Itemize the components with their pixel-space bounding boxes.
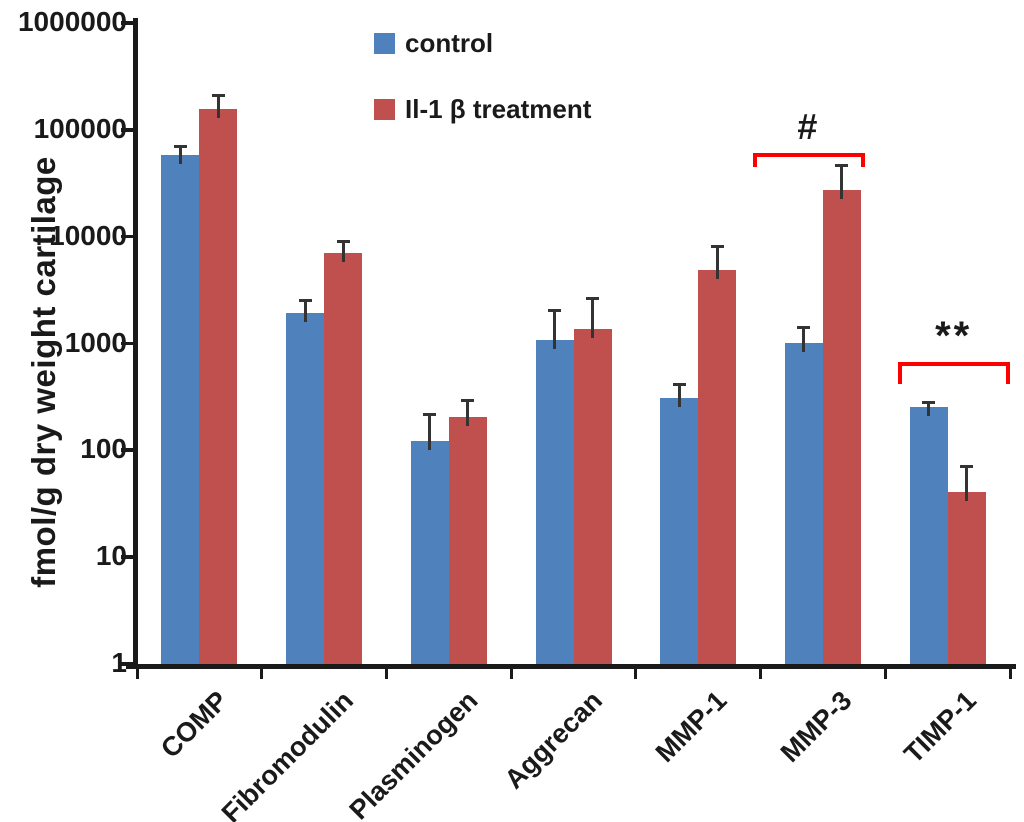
error-bar-line xyxy=(927,401,931,416)
x-tick-mark xyxy=(384,666,388,679)
error-bar-cap xyxy=(586,297,599,301)
y-tick-label: 10000 xyxy=(49,219,127,251)
error-bar-line xyxy=(341,240,345,262)
x-category-label: COMP xyxy=(155,685,234,764)
error-bar-line xyxy=(466,400,470,427)
error-bar-line xyxy=(303,300,307,322)
bar-control xyxy=(286,312,325,664)
y-tick-label: 1000000 xyxy=(17,6,127,38)
error-bar-cap xyxy=(548,309,561,313)
bar-control xyxy=(660,398,699,664)
x-category-label: Aggrecan xyxy=(498,685,609,795)
error-bar-cap xyxy=(922,400,936,404)
y-tick-label: 100 xyxy=(80,433,127,465)
y-tick-mark xyxy=(121,448,136,452)
x-category-label: TIMP-1 xyxy=(898,685,983,770)
legend-swatch-treatment-icon xyxy=(374,98,395,120)
bar-treatment xyxy=(822,189,861,664)
error-bar-line xyxy=(715,246,719,279)
error-bar-line xyxy=(178,145,182,165)
bar-control xyxy=(909,406,948,664)
error-bar-cap xyxy=(336,239,350,243)
significance-label: ** xyxy=(935,313,973,358)
error-bar-cap xyxy=(173,144,187,148)
error-bar-line xyxy=(591,298,594,338)
y-tick-label: 100000 xyxy=(33,113,127,144)
error-bar-cap xyxy=(710,245,724,249)
bar-treatment xyxy=(947,491,986,664)
bar-treatment xyxy=(698,269,737,664)
significance-bracket xyxy=(897,361,1010,384)
error-bar-cap xyxy=(835,164,849,168)
x-tick-mark xyxy=(634,666,638,679)
y-tick-mark xyxy=(121,234,136,239)
x-category-label: MMP-3 xyxy=(774,685,858,769)
x-category-label: Plasminogen xyxy=(343,685,484,822)
error-bar-line xyxy=(965,465,969,501)
significance-bracket xyxy=(752,152,865,167)
error-bar-cap xyxy=(960,464,974,468)
error-bar-cap xyxy=(423,412,437,416)
x-tick-mark xyxy=(135,666,139,679)
bar-control xyxy=(784,342,823,664)
x-tick-mark xyxy=(260,666,264,679)
y-tick-label: 1 xyxy=(111,647,127,678)
x-tick-mark xyxy=(883,666,887,679)
error-bar-cap xyxy=(461,399,475,403)
bar-treatment xyxy=(448,417,487,664)
bar-treatment xyxy=(324,253,363,664)
error-bar-cap xyxy=(298,299,312,303)
legend: control Il-1 β treatment xyxy=(374,30,591,122)
y-tick-label: 1000 xyxy=(64,326,127,358)
error-bar-line xyxy=(553,310,556,350)
legend-entry-control: control xyxy=(374,30,591,56)
y-tick-mark xyxy=(121,555,136,559)
bar-control xyxy=(161,155,200,664)
error-bar-line xyxy=(802,326,806,352)
bar-control xyxy=(535,340,574,664)
x-tick-mark xyxy=(509,666,513,679)
bar-treatment xyxy=(199,108,238,664)
error-bar-line xyxy=(677,383,681,408)
legend-label-control: control xyxy=(405,28,494,58)
error-bar-cap xyxy=(672,382,686,386)
error-bar-cap xyxy=(211,94,225,98)
x-axis-line xyxy=(126,664,1016,669)
legend-label-treatment: Il-1 β treatment xyxy=(405,94,592,124)
error-bar-cap xyxy=(797,325,811,329)
bar-treatment xyxy=(573,328,612,664)
legend-swatch-control-icon xyxy=(374,32,395,54)
y-tick-mark xyxy=(121,21,136,25)
x-tick-mark xyxy=(759,666,763,679)
error-bar-line xyxy=(428,413,432,450)
x-category-label: Fibromodulin xyxy=(215,685,359,822)
error-bar-line xyxy=(840,165,844,199)
bar-control xyxy=(410,440,449,664)
x-category-label: MMP-1 xyxy=(649,685,733,769)
significance-label: # xyxy=(797,105,821,147)
y-tick-mark xyxy=(121,128,136,132)
x-tick-mark xyxy=(1008,666,1012,679)
error-bar-line xyxy=(216,95,220,118)
y-tick-label: 10 xyxy=(95,540,127,572)
legend-entry-treatment: Il-1 β treatment xyxy=(374,96,591,122)
y-tick-mark xyxy=(121,662,136,666)
y-tick-mark xyxy=(121,341,136,346)
